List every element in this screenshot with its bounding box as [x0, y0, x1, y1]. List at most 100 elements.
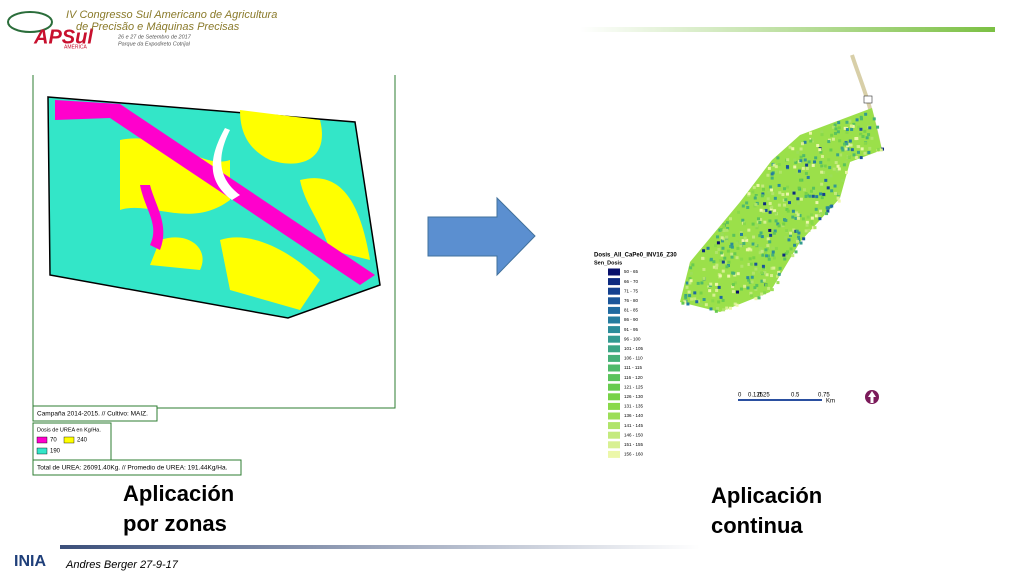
speckle [768, 185, 772, 189]
speckle [761, 192, 765, 196]
speckle [815, 195, 819, 199]
speckle [726, 249, 730, 253]
speckle [731, 290, 735, 294]
speckle [852, 153, 856, 157]
legend-swatch [608, 306, 620, 314]
speckle [683, 300, 687, 304]
speckle [751, 222, 755, 226]
speckle [850, 148, 854, 152]
zone [150, 237, 203, 270]
speckle [763, 271, 767, 275]
speckles [681, 112, 885, 313]
speckle [775, 274, 779, 278]
speckle [820, 170, 824, 174]
speckle [807, 228, 811, 232]
legend-swatch [608, 354, 620, 362]
speckle [789, 231, 793, 235]
speckle [730, 252, 734, 256]
speckle [796, 171, 800, 175]
speckle [757, 296, 761, 300]
speckle [867, 133, 871, 137]
speckle [778, 170, 782, 174]
speckle [844, 170, 848, 174]
speckle [754, 262, 758, 266]
speckle [802, 154, 806, 158]
speckle [798, 178, 802, 182]
speckle [774, 219, 778, 223]
speckle [718, 259, 722, 263]
speckle [772, 266, 776, 270]
speckle [748, 280, 752, 284]
legend-title: Dosis_All_CaPe0_INV16_Z30 [594, 253, 677, 259]
footer-logo: INIA [14, 553, 46, 570]
speckle [730, 242, 734, 246]
legend-swatch [608, 383, 620, 391]
speckle [805, 163, 809, 167]
speckle [825, 212, 829, 216]
speckle [702, 249, 706, 253]
speckle [715, 288, 719, 292]
speckle [774, 246, 778, 250]
speckle [827, 140, 831, 144]
speckle [771, 192, 775, 196]
speckle [834, 127, 838, 131]
speckle [754, 203, 758, 207]
speckle [691, 263, 695, 267]
speckle [739, 231, 743, 235]
speckle [770, 288, 774, 292]
speckle [755, 224, 759, 228]
speckle [726, 227, 730, 231]
speckle [702, 297, 706, 301]
speckle [765, 273, 769, 277]
speckle [760, 235, 764, 239]
speckle [848, 139, 852, 143]
speckle [693, 291, 697, 295]
speckle [785, 207, 789, 211]
speckle [808, 131, 812, 135]
speckle [828, 166, 832, 170]
speckle [786, 209, 790, 213]
speckle [805, 223, 809, 227]
speckle [791, 215, 795, 219]
speckle [684, 295, 688, 299]
speckle [753, 286, 757, 290]
speckle [814, 156, 818, 160]
speckle [799, 147, 803, 151]
legend-label: 91 - 95 [624, 327, 639, 332]
speckle [837, 121, 841, 125]
header-date: 26 e 27 de Setembro de 2017 [117, 34, 192, 40]
speckle [743, 222, 747, 226]
legend-swatch [608, 364, 620, 372]
speckle [822, 171, 826, 175]
legend-swatch [608, 278, 620, 286]
speckle [781, 193, 785, 197]
header: APSul AMÉRICA IV Congresso Sul Americano… [7, 9, 995, 50]
speckle [689, 271, 693, 275]
speckle [783, 203, 787, 207]
speckle [770, 172, 774, 176]
speckle [818, 217, 822, 221]
speckle [774, 211, 778, 215]
speckle [846, 147, 850, 151]
speckle [854, 155, 858, 159]
speckle [797, 238, 801, 242]
speckle [746, 276, 750, 280]
speckle [832, 167, 836, 171]
speckle [857, 145, 861, 149]
legend-label: 151 - 155 [624, 442, 644, 447]
speckle [732, 271, 736, 275]
speckle [810, 221, 814, 225]
right-map: Dosis_All_CaPe0_INV16_Z30 Sen_Dosis 50 -… [594, 54, 885, 538]
speckle [720, 234, 724, 238]
speckle [841, 178, 845, 182]
speckle [715, 263, 719, 267]
legend-swatch [608, 422, 620, 430]
speckle [801, 217, 805, 221]
speckle [784, 218, 788, 222]
speckle [758, 251, 762, 255]
speckle [795, 239, 799, 243]
speckle [761, 184, 765, 188]
speckle [702, 276, 706, 280]
speckle [764, 208, 768, 212]
